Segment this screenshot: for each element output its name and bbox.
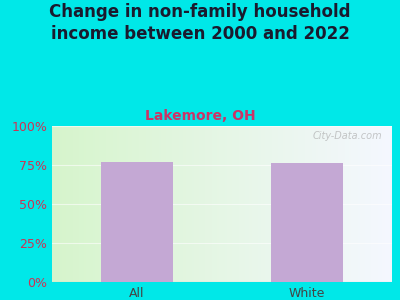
Bar bbox=[271, 164, 343, 282]
Bar bbox=[101, 162, 173, 282]
Text: Lakemore, OH: Lakemore, OH bbox=[145, 110, 255, 124]
Text: Change in non-family household
income between 2000 and 2022: Change in non-family household income be… bbox=[49, 3, 351, 43]
Text: City-Data.com: City-Data.com bbox=[312, 131, 382, 141]
